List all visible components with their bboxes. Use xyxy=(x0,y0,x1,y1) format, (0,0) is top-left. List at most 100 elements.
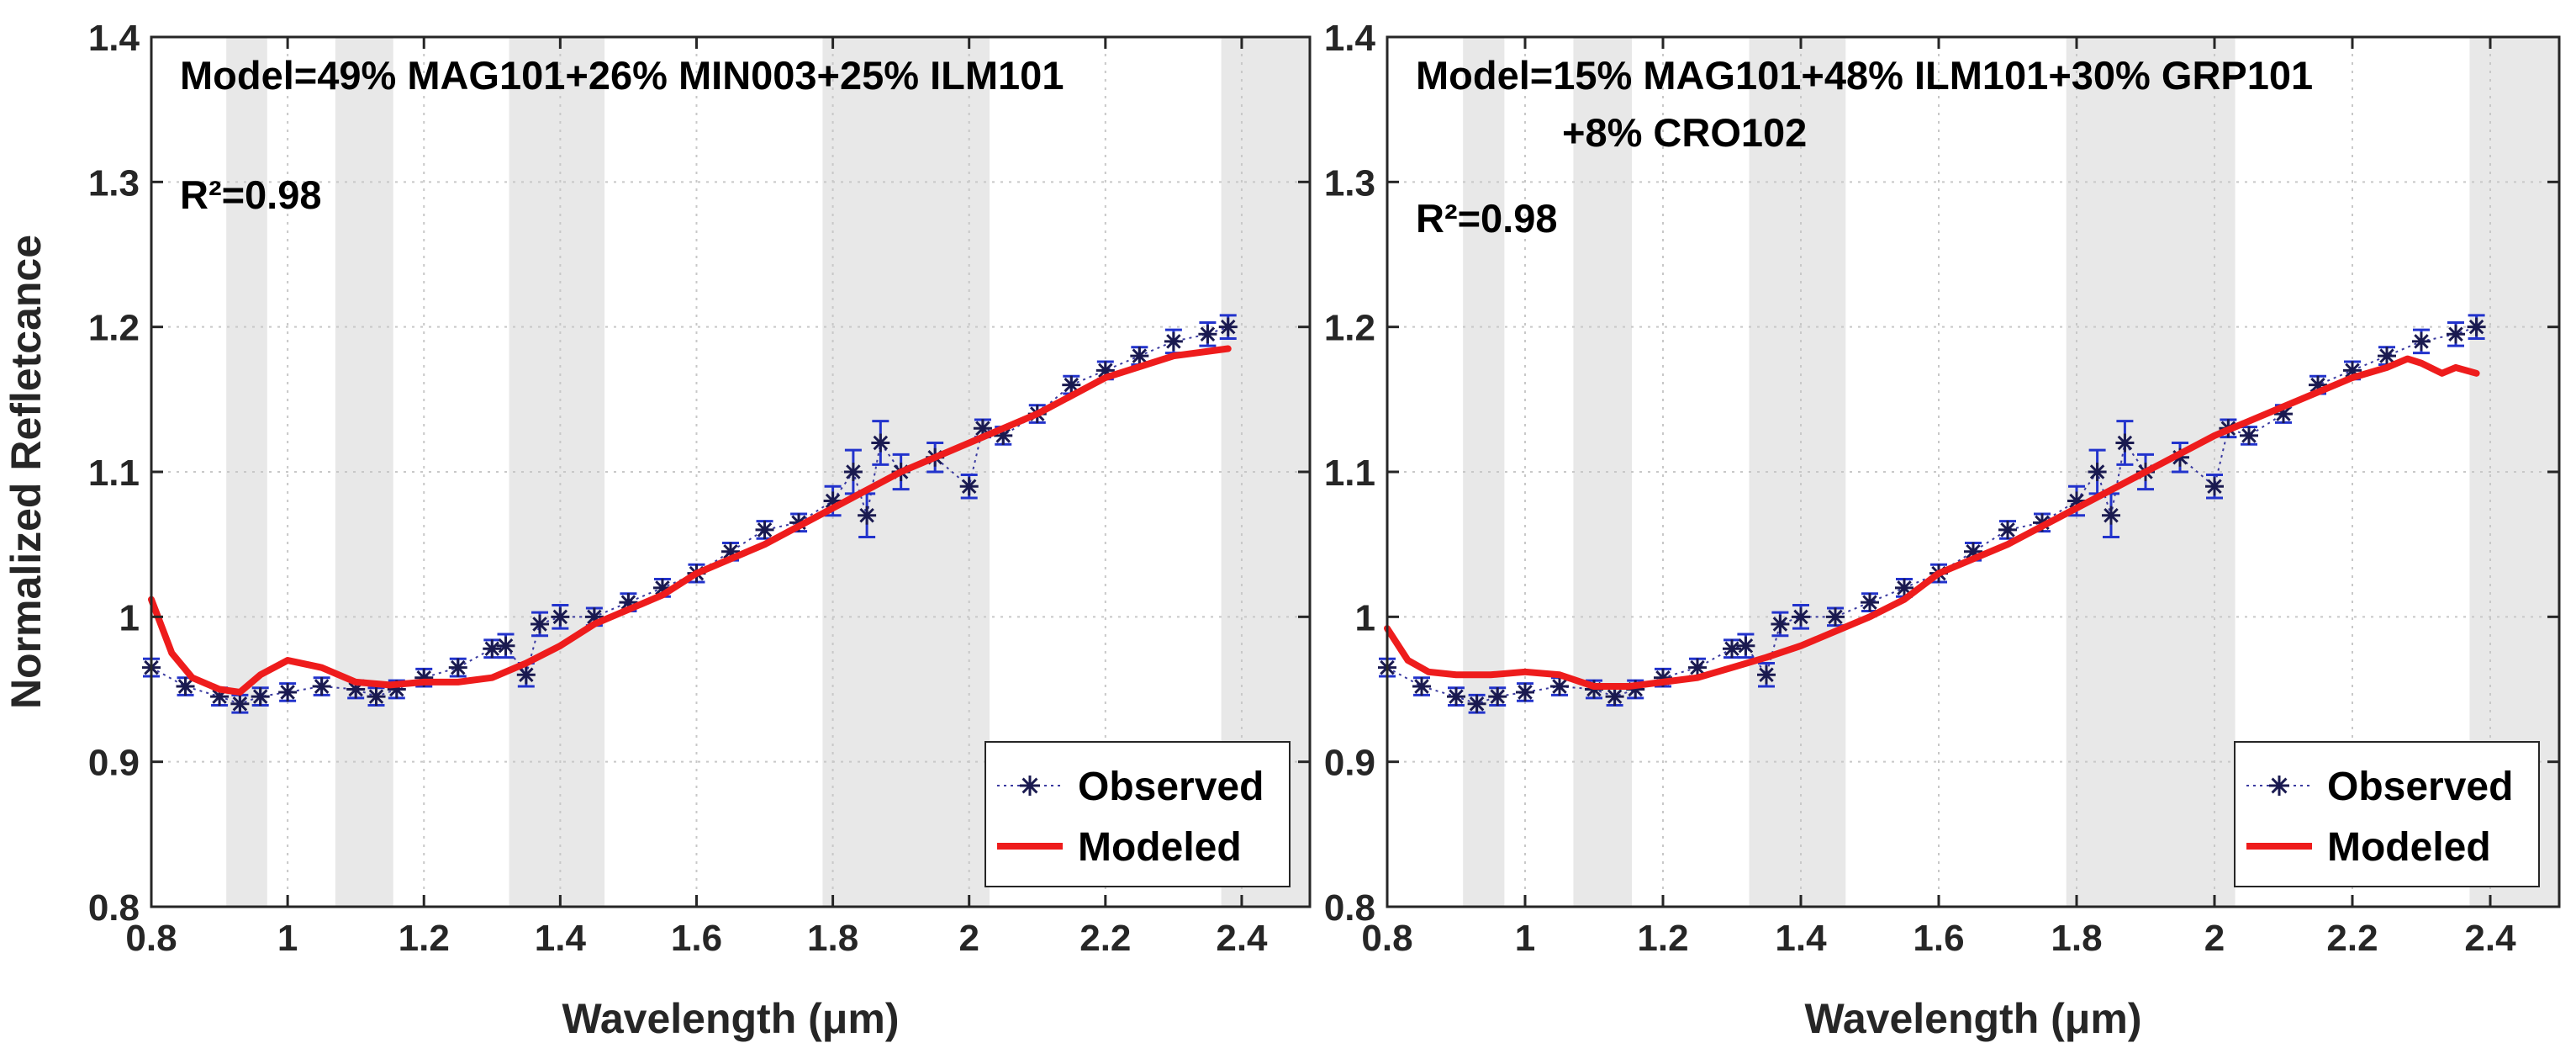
data-point xyxy=(2467,317,2486,336)
y-tick-label: 1.2 xyxy=(1324,308,1375,349)
data-point xyxy=(551,607,570,627)
chart-panel-left: 0.8 1 1.2 1.4 1.6 1.8 2 2.2 2.4 0.8 0.9 1 1.1 1.2 1.3 1… xyxy=(3,18,1312,1042)
data-point xyxy=(1164,331,1183,351)
x-tick-label: 1.4 xyxy=(1775,918,1827,959)
data-point xyxy=(278,682,298,702)
data-point xyxy=(1736,636,1755,655)
x-tick-label: 1.2 xyxy=(399,918,450,959)
x-axis-label: Wavelength (μm) xyxy=(562,995,900,1042)
y-tick-label: 1.1 xyxy=(88,453,140,494)
model-annotation-line2: +8% CRO102 xyxy=(1562,110,1807,155)
y-tick-label: 1.4 xyxy=(88,18,140,59)
x-tick-label: 1.2 xyxy=(1637,918,1688,959)
modeled-line xyxy=(1384,355,2480,691)
y-tick-label: 1.2 xyxy=(88,308,140,349)
data-point xyxy=(1861,593,1879,612)
model-annotation: Model=15% MAG101+48% ILM101+30% GRP101 xyxy=(1416,53,2313,98)
data-point xyxy=(2102,506,2120,525)
shaded-band xyxy=(226,37,267,907)
data-point xyxy=(1467,694,1486,713)
r-squared-annotation: R²=0.98 xyxy=(1416,196,1558,241)
data-point xyxy=(483,639,502,659)
data-point xyxy=(1688,658,1707,677)
data-point xyxy=(1550,677,1569,696)
legend-observed-label: Observed xyxy=(2327,765,2513,809)
data-point xyxy=(230,694,250,713)
data-point xyxy=(755,520,774,539)
data-point xyxy=(531,614,550,633)
y-tick-label: 1 xyxy=(1355,597,1375,638)
data-point xyxy=(959,477,979,496)
data-point xyxy=(496,636,515,655)
legend-modeled-label: Modeled xyxy=(2327,825,2491,870)
data-point xyxy=(1218,317,1238,336)
y-tick-label: 1.3 xyxy=(88,162,140,204)
data-point xyxy=(1198,325,1217,344)
y-tick-label: 0.9 xyxy=(1324,743,1375,784)
data-point xyxy=(176,677,195,696)
data-point xyxy=(1062,375,1081,394)
x-tick-label: 2 xyxy=(2204,918,2225,959)
legend-observed-marker xyxy=(1020,776,1040,796)
data-point xyxy=(2343,361,2362,380)
modeled-line xyxy=(148,345,1232,696)
x-tick-label: 2.2 xyxy=(2326,918,2378,959)
x-tick-label: 1 xyxy=(1515,918,1535,959)
legend: Observed Modeled xyxy=(2234,741,2540,887)
chart-panel-right: 0.8 1 1.2 1.4 1.6 1.8 2 2.2 2.4 0.8 0.9 1 1.1 1.2 1.3 1… xyxy=(1324,18,2561,1042)
data-point xyxy=(516,665,536,685)
y-tick-label: 1.4 xyxy=(1324,18,1376,59)
data-point xyxy=(2115,433,2135,453)
x-tick-label: 0.8 xyxy=(125,918,177,959)
data-point xyxy=(251,687,270,707)
x-axis-label: Wavelength (μm) xyxy=(1805,995,2142,1042)
data-point xyxy=(1412,677,1431,696)
x-tick-label: 1.6 xyxy=(671,918,722,959)
x-tick-label: 0.8 xyxy=(1361,918,1412,959)
legend-box xyxy=(2234,741,2540,887)
data-point xyxy=(1998,520,2017,539)
data-point xyxy=(858,506,877,525)
x-tick-label: 1.8 xyxy=(2051,918,2102,959)
data-point xyxy=(2412,331,2431,351)
legend-observed-marker xyxy=(2269,776,2289,796)
y-tick-label: 1.1 xyxy=(1324,453,1375,494)
x-tick-label: 1.8 xyxy=(807,918,858,959)
model-annotation: Model=49% MAG101+26% MIN003+25% ILM101 xyxy=(180,53,1064,98)
y-tick-label: 1 xyxy=(119,597,140,638)
data-point xyxy=(1516,682,1534,702)
x-tick-label: 2.4 xyxy=(2464,918,2516,959)
data-point xyxy=(871,433,890,453)
data-point xyxy=(1792,607,1810,627)
r-squared-annotation: R²=0.98 xyxy=(180,172,322,217)
observed-line xyxy=(150,326,1229,705)
legend-box xyxy=(984,741,1291,887)
legend: Observed Modeled xyxy=(984,741,1291,887)
data-point xyxy=(312,677,331,696)
data-point xyxy=(843,463,863,481)
legend-modeled-label: Modeled xyxy=(1078,825,1242,870)
data-point xyxy=(1130,347,1149,366)
x-tick-label: 1.4 xyxy=(535,918,587,959)
x-tick-label: 2 xyxy=(958,918,979,959)
data-point xyxy=(448,658,467,677)
data-point xyxy=(1723,639,1741,659)
x-tick-label: 1 xyxy=(277,918,298,959)
x-tick-label: 2.4 xyxy=(1216,918,1268,959)
data-point xyxy=(1771,614,1790,633)
data-point xyxy=(2088,463,2107,481)
y-tick-label: 0.8 xyxy=(88,887,140,929)
data-point xyxy=(1605,687,1624,707)
y-tick-label: 1.3 xyxy=(1324,162,1375,204)
data-point xyxy=(2378,347,2396,366)
shaded-band xyxy=(1573,37,1633,907)
data-point xyxy=(1447,687,1465,707)
shaded-band xyxy=(1749,37,1846,907)
y-tick-label: 0.9 xyxy=(88,743,140,784)
data-point xyxy=(2205,477,2224,496)
data-point xyxy=(1488,687,1507,707)
y-axis-label: Normalized Refletcance xyxy=(3,235,50,709)
x-tick-label: 1.6 xyxy=(1913,918,1964,959)
data-point xyxy=(2240,426,2258,445)
